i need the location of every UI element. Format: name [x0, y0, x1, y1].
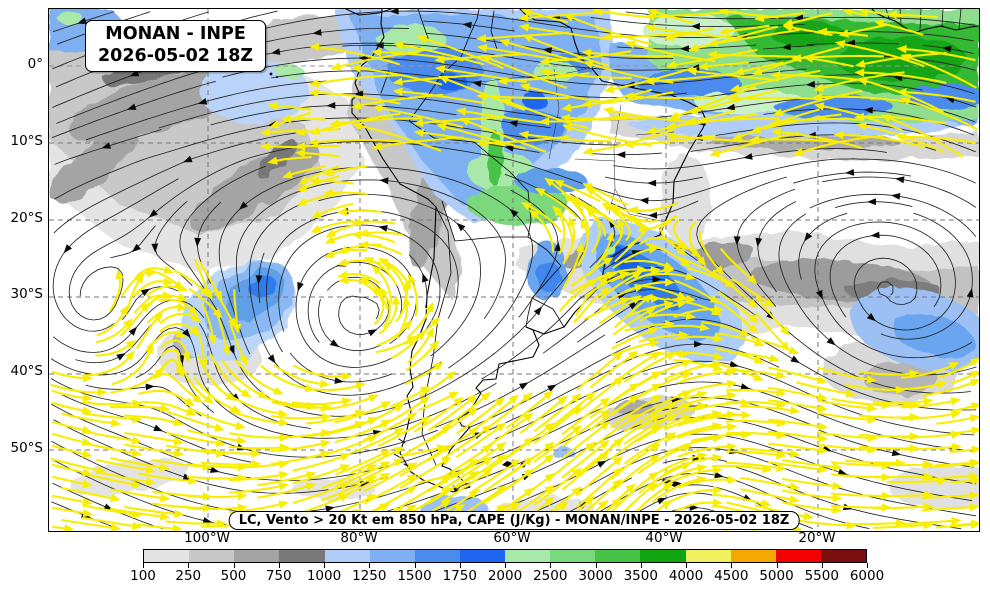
- colorbar-tick-label: 1250: [352, 568, 387, 584]
- colorbar-cell: [279, 550, 325, 562]
- colorbar-tick-label: 750: [265, 568, 292, 584]
- colorbar: [143, 549, 867, 563]
- colorbar-cell: [775, 550, 821, 562]
- colorbar-tick-label: 6000: [849, 568, 885, 584]
- colorbar-cell: [414, 550, 460, 562]
- colorbar-cell: [234, 550, 280, 562]
- colorbar-cell: [324, 550, 370, 562]
- map-plot: MONAN - INPE 2026-05-02 18Z LC, Vento > …: [48, 8, 980, 532]
- lon-tick-label: 80°W: [340, 530, 378, 546]
- title-box: MONAN - INPE 2026-05-02 18Z: [85, 20, 267, 72]
- colorbar-tick: [369, 563, 371, 568]
- title-line-1: MONAN - INPE: [105, 24, 246, 44]
- colorbar-tick: [550, 563, 552, 568]
- colorbar-tick: [324, 563, 325, 568]
- colorbar-tick: [595, 563, 597, 568]
- colorbar-tick: [686, 563, 687, 568]
- colorbar-tick-label: 1000: [306, 568, 342, 584]
- lat-tick-label: 40°S: [10, 363, 44, 379]
- colorbar-tick-label: 3500: [623, 568, 658, 584]
- lat-tick-label: 0°: [27, 56, 43, 72]
- colorbar-tick-label: 4500: [714, 568, 749, 584]
- colorbar-tick-label: 5500: [804, 568, 839, 584]
- colorbar-tick: [731, 563, 733, 568]
- colorbar-cell: [144, 550, 190, 562]
- map-svg: [49, 9, 979, 531]
- colorbar-tick-label: 3000: [578, 568, 613, 584]
- caption-text: LC, Vento > 20 Kt em 850 hPa, CAPE (J/Kg…: [238, 513, 790, 528]
- colorbar-tick: [640, 563, 642, 568]
- colorbar-tick: [776, 563, 778, 568]
- colorbar-tick: [188, 563, 190, 568]
- colorbar-cell: [189, 550, 235, 562]
- lon-tick-label: 40°W: [645, 530, 683, 546]
- wind-arrow-layer: [50, 9, 979, 531]
- caption-box: LC, Vento > 20 Kt em 850 hPa, CAPE (J/Kg…: [228, 511, 800, 530]
- colorbar-tick: [143, 563, 144, 568]
- colorbar-tick: [505, 563, 506, 568]
- lat-tick-label: 20°S: [10, 210, 44, 226]
- colorbar-tick-label: 4000: [668, 568, 704, 584]
- colorbar-tick: [867, 563, 868, 568]
- colorbar-cell: [595, 550, 641, 562]
- colorbar-tick: [414, 563, 416, 568]
- colorbar-tick-label: 1750: [442, 568, 477, 584]
- colorbar-cell: [550, 550, 596, 562]
- colorbar-tick-label: 500: [220, 568, 247, 584]
- colorbar-cell: [459, 550, 505, 562]
- lon-tick-label: 60°W: [493, 530, 531, 546]
- colorbar-cell: [505, 550, 551, 562]
- colorbar-tick-label: 2000: [487, 568, 523, 584]
- title-line-2: 2026-05-02 18Z: [98, 46, 254, 67]
- colorbar-cell: [685, 550, 731, 562]
- colorbar-tick-label: 2500: [533, 568, 568, 584]
- lat-tick-label: 30°S: [10, 286, 44, 302]
- colorbar-cell: [730, 550, 776, 562]
- colorbar-cell: [640, 550, 686, 562]
- lat-tick-label: 50°S: [10, 440, 44, 456]
- colorbar-tick-label: 1500: [397, 568, 432, 584]
- colorbar-tick-label: 250: [175, 568, 202, 584]
- wind-arrow-heads: [64, 9, 979, 531]
- colorbar-tick: [278, 563, 280, 568]
- colorbar-tick-label: 5000: [759, 568, 794, 584]
- lat-tick-label: 10°S: [10, 133, 44, 149]
- colorbar-tick-label: 100: [130, 568, 156, 584]
- colorbar-tick: [821, 563, 823, 568]
- colorbar-cell: [820, 550, 866, 562]
- colorbar-cell: [369, 550, 415, 562]
- colorbar-tick: [233, 563, 235, 568]
- lon-tick-label: 100°W: [184, 530, 230, 546]
- lon-tick-label: 20°W: [798, 530, 836, 546]
- colorbar-tick: [459, 563, 461, 568]
